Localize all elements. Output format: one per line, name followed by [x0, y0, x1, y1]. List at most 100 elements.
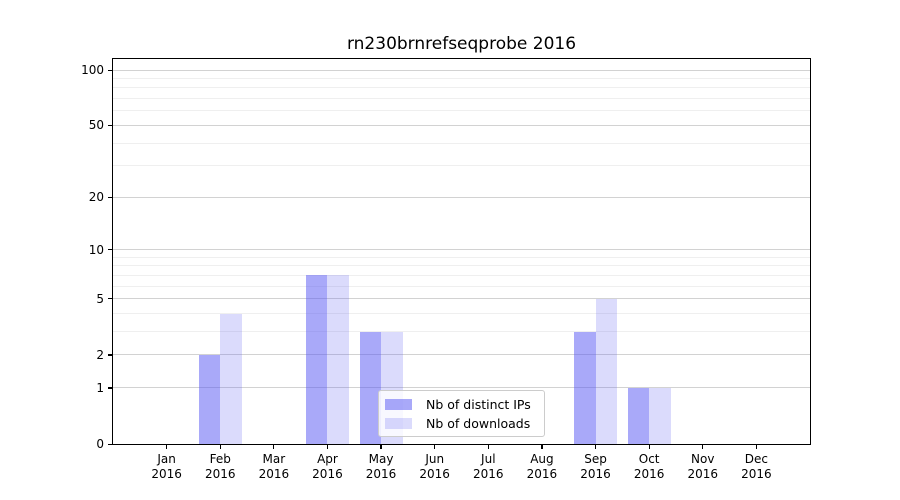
- x-tick-label-line: May: [368, 452, 394, 466]
- gridline-major: [113, 196, 810, 198]
- x-tick-label-aug: Aug 2016: [502, 452, 582, 482]
- y-tick-label-1: 1: [96, 380, 104, 395]
- x-tick-label-line: 2016: [204, 467, 236, 481]
- x-tick-label-dec: Dec 2016: [716, 452, 796, 482]
- x-tick-label-line: Jan: [157, 452, 176, 466]
- gridline-minor: [113, 285, 810, 287]
- x-tick-label-line: 2016: [258, 467, 290, 481]
- x-tick-label-line: 2016: [151, 467, 182, 481]
- gridline-major: [113, 387, 810, 389]
- y-tick-label-0: 0: [96, 437, 104, 451]
- gridline-minor: [113, 313, 810, 315]
- legend-swatch-distinct-ips: [385, 398, 412, 410]
- bar-sep-downloads: [595, 298, 617, 444]
- bar-apr-downloads: [327, 275, 349, 444]
- gridline-minor: [113, 142, 810, 144]
- x-tick-label-nov: Nov 2016: [663, 452, 743, 482]
- x-tick-mark: [166, 444, 168, 449]
- y-tick-label-20: 20: [88, 190, 104, 205]
- y-tick-label-10: 10: [88, 242, 104, 257]
- y-tick-mark: [108, 249, 113, 251]
- x-tick-mark: [326, 444, 329, 449]
- x-tick-label-jun: Jun 2016: [395, 452, 475, 482]
- x-tick-label-may: May 2016: [341, 452, 421, 482]
- gridline-minor: [113, 331, 810, 333]
- bar-may-distinct-ips: [359, 331, 382, 444]
- legend-label-downloads: Nb of downloads: [426, 415, 531, 431]
- x-tick-label-line: Feb: [209, 452, 231, 466]
- x-tick-mark: [594, 444, 597, 449]
- x-tick-label-line: Jun: [425, 452, 445, 466]
- x-tick-label-line: Dec: [744, 452, 768, 466]
- y-tick-mark: [108, 354, 113, 356]
- gridline-minor: [113, 165, 810, 167]
- x-tick-label-line: 2016: [365, 467, 397, 481]
- gridline-minor: [113, 98, 810, 100]
- bar-oct-downloads: [649, 387, 671, 444]
- x-tick-label-sep: Sep 2016: [556, 452, 636, 482]
- x-tick-label-line: 2016: [741, 467, 772, 481]
- bar-sep-distinct-ips: [574, 331, 596, 444]
- x-tick-label-feb: Feb 2016: [180, 452, 260, 482]
- x-tick-label-line: Sep: [584, 452, 607, 466]
- x-tick-label-apr: Apr 2016: [287, 452, 367, 482]
- x-tick-label-line: 2016: [687, 467, 719, 481]
- gridline-minor: [113, 256, 810, 258]
- y-tick-mark: [108, 69, 113, 71]
- bar-apr-distinct-ips: [306, 275, 328, 444]
- x-tick-mark: [380, 444, 382, 449]
- legend: Nb of distinct IPs Nb of downloads: [378, 390, 545, 437]
- x-tick-mark: [755, 444, 757, 449]
- y-tick-label-2: 2: [96, 347, 104, 362]
- y-tick-mark: [108, 124, 113, 127]
- gridline-major: [113, 124, 810, 126]
- x-tick-label-oct: Oct 2016: [609, 452, 689, 482]
- gridline-minor: [113, 265, 810, 267]
- y-tick-mark: [108, 387, 113, 389]
- x-tick-label-line: Apr: [317, 452, 338, 466]
- x-tick-label-jul: Jul 2016: [448, 452, 528, 482]
- x-tick-label-line: 2016: [580, 467, 611, 481]
- x-tick-label-line: Nov: [691, 452, 715, 466]
- x-tick-mark: [434, 444, 436, 449]
- y-tick-mark: [108, 298, 113, 300]
- bar-oct-distinct-ips: [627, 387, 650, 444]
- x-tick-mark: [702, 444, 704, 449]
- gridline-major: [113, 249, 810, 251]
- x-tick-label-line: 2016: [526, 467, 558, 481]
- legend-swatch-downloads: [385, 417, 412, 429]
- x-tick-label-line: Jul: [481, 452, 496, 466]
- gridline-minor: [113, 110, 810, 112]
- bar-feb-downloads: [220, 313, 242, 444]
- bar-feb-distinct-ips: [198, 354, 221, 444]
- x-tick-label-line: Mar: [262, 452, 286, 466]
- gridline-minor: [113, 87, 810, 89]
- gridline-minor: [113, 274, 810, 276]
- legend-label-distinct-ips: Nb of distinct IPs: [426, 396, 531, 412]
- x-tick-mark: [273, 444, 275, 449]
- legend-item-distinct-ips: Nb of distinct IPs: [385, 398, 538, 411]
- gridline-major: [113, 354, 810, 356]
- plot-frame: [112, 58, 811, 445]
- x-tick-label-line: Oct: [638, 452, 660, 466]
- y-tick-mark: [108, 196, 113, 198]
- x-tick-label-line: 2016: [312, 467, 343, 481]
- gridline-major: [113, 69, 810, 71]
- y-tick-label-5: 5: [96, 291, 104, 306]
- y-tick-mark: [108, 443, 113, 445]
- x-tick-mark: [541, 444, 543, 449]
- x-tick-label-line: 2016: [633, 467, 665, 481]
- y-tick-label-50: 50: [88, 118, 104, 133]
- gridline-major: [113, 298, 810, 300]
- gridline-minor: [113, 77, 810, 79]
- chart-title: rn230brnrefseqprobe 2016: [346, 34, 577, 54]
- legend-item-downloads: Nb of downloads: [385, 417, 538, 430]
- x-tick-label-line: Aug: [530, 452, 554, 466]
- x-tick-mark: [487, 444, 489, 449]
- x-tick-label-mar: Mar 2016: [234, 452, 314, 482]
- x-tick-label-line: 2016: [473, 467, 504, 481]
- y-tick-label-100: 100: [81, 63, 104, 77]
- x-tick-label-line: 2016: [419, 467, 450, 481]
- plot-canvas: [113, 59, 810, 444]
